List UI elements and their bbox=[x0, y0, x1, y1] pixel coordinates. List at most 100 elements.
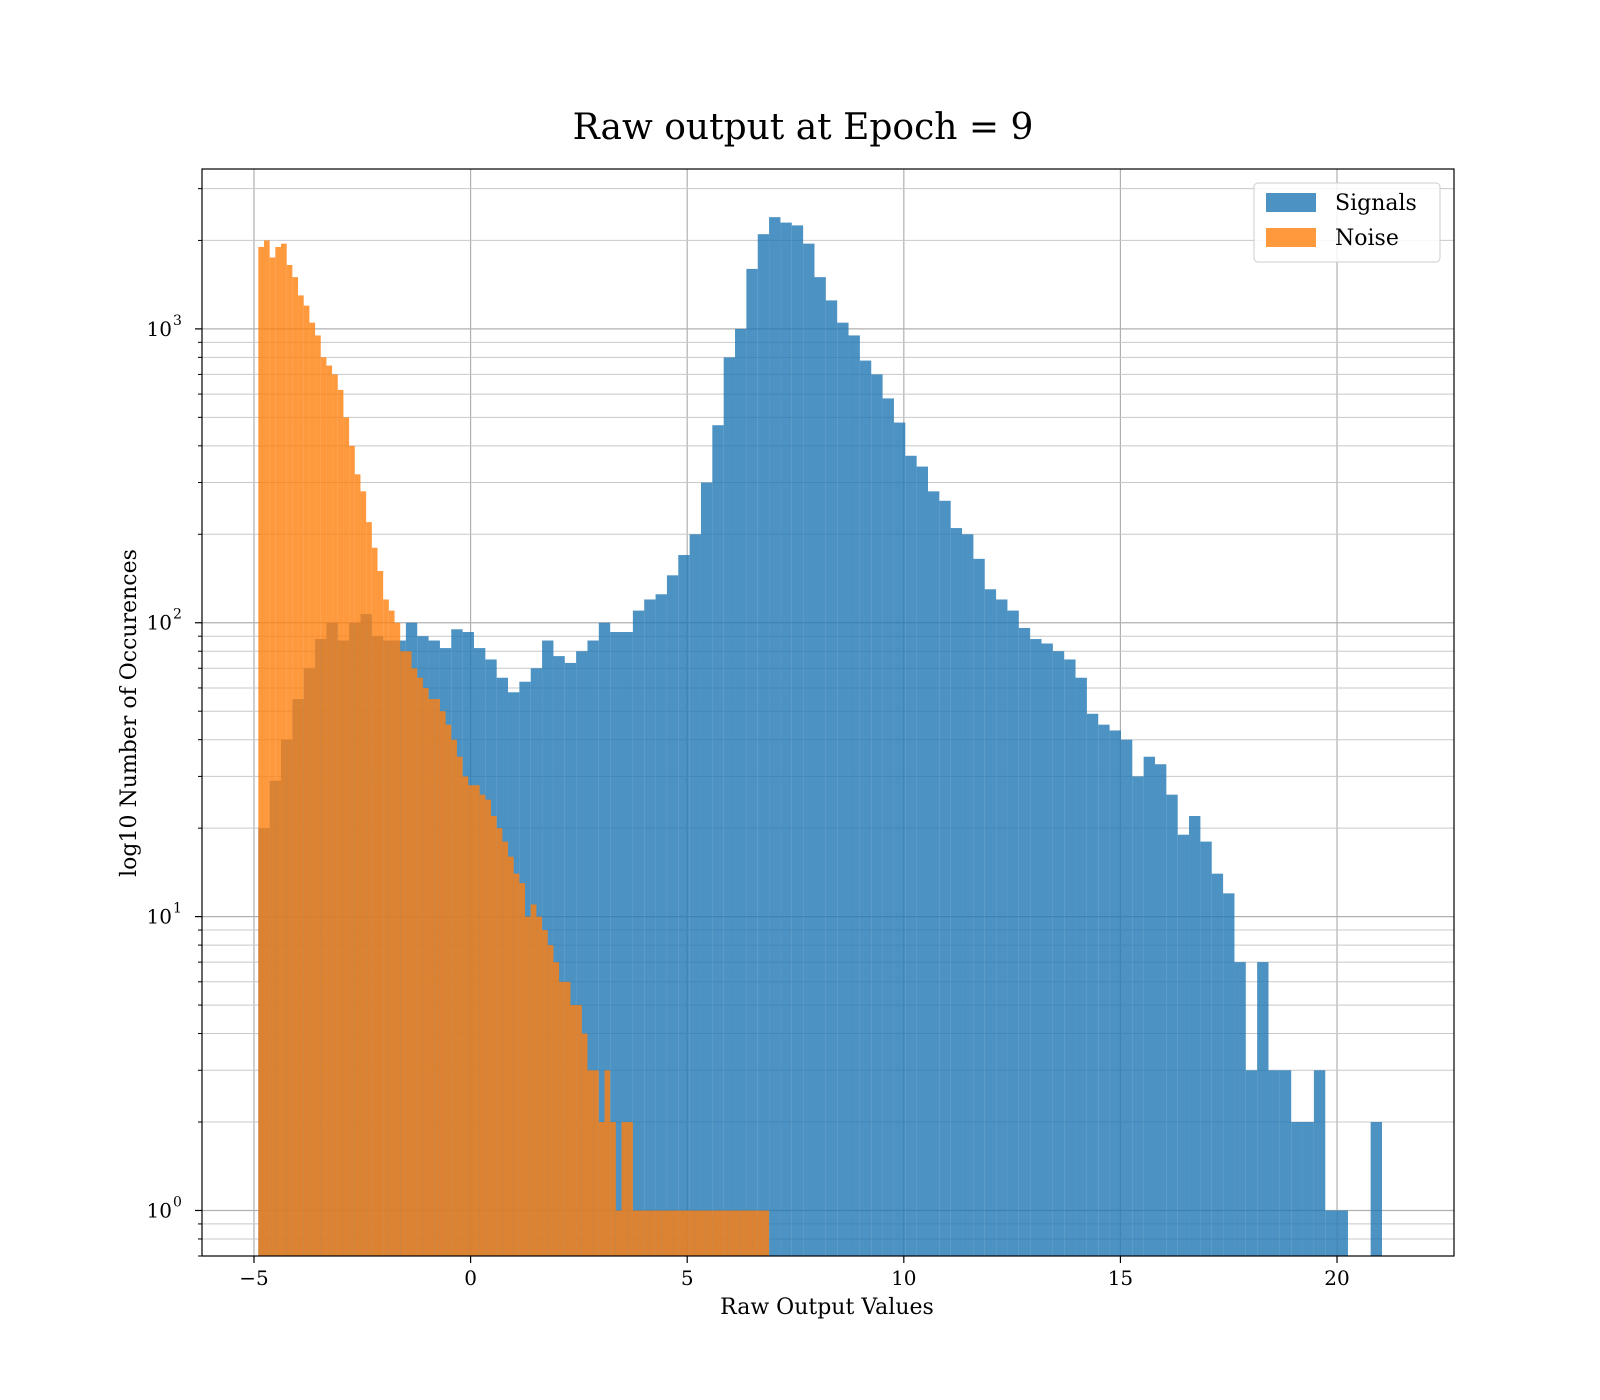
bar-signals-76 bbox=[1120, 739, 1133, 1256]
bar-noise-19 bbox=[366, 522, 372, 1256]
chart-title: Raw output at Epoch = 9 bbox=[573, 107, 1034, 148]
bar-noise-34 bbox=[451, 739, 457, 1256]
x-tick-label-4: 15 bbox=[1108, 1266, 1133, 1290]
bar-signals-89 bbox=[1268, 1070, 1280, 1256]
bar-signals-68 bbox=[1030, 639, 1042, 1256]
bar-signals-49 bbox=[814, 277, 826, 1256]
bar-signals-47 bbox=[791, 225, 804, 1256]
bar-signals-33 bbox=[632, 610, 645, 1256]
bar-noise-77 bbox=[695, 1210, 701, 1256]
bar-signals-40 bbox=[712, 425, 724, 1256]
bar-noise-57 bbox=[581, 1033, 588, 1256]
bar-noise-5 bbox=[286, 264, 293, 1257]
bar-signals-84 bbox=[1211, 873, 1224, 1256]
bar-signals-58 bbox=[916, 466, 928, 1257]
bar-signals-53 bbox=[859, 360, 872, 1257]
bar-signals-34 bbox=[644, 599, 656, 1256]
bar-noise-49 bbox=[536, 916, 543, 1256]
bar-signals-72 bbox=[1075, 677, 1087, 1256]
bar-noise-63 bbox=[615, 1210, 622, 1256]
bar-signals-50 bbox=[825, 300, 838, 1256]
histogram-bars bbox=[258, 217, 1382, 1257]
bar-noise-0 bbox=[258, 246, 264, 1256]
x-tick-label-2: 5 bbox=[681, 1266, 694, 1290]
bar-noise-23 bbox=[388, 610, 395, 1256]
y-tick-label-2: 10 bbox=[147, 611, 172, 635]
bar-signals-74 bbox=[1098, 724, 1110, 1256]
bar-noise-54 bbox=[564, 981, 571, 1256]
bar-noise-51 bbox=[547, 945, 554, 1256]
bar-noise-83 bbox=[729, 1210, 736, 1256]
y-tick-label-1: 10 bbox=[147, 905, 172, 929]
bar-noise-35 bbox=[456, 756, 463, 1256]
bar-noise-71 bbox=[661, 1210, 667, 1256]
bar-signals-94 bbox=[1325, 1210, 1337, 1256]
bar-noise-21 bbox=[377, 571, 384, 1256]
plot-area bbox=[201, 168, 1455, 1257]
bar-signals-29 bbox=[587, 640, 599, 1256]
bar-noise-53 bbox=[559, 981, 565, 1256]
bar-noise-82 bbox=[723, 1210, 730, 1256]
bar-noise-67 bbox=[638, 1210, 645, 1256]
bar-noise-75 bbox=[683, 1210, 690, 1256]
y-axis-label: log10 Number of Occurences bbox=[117, 549, 142, 877]
bar-noise-62 bbox=[610, 1122, 616, 1256]
bar-noise-85 bbox=[740, 1210, 747, 1256]
bar-signals-67 bbox=[1018, 627, 1031, 1256]
bar-noise-4 bbox=[281, 243, 287, 1257]
bar-signals-80 bbox=[1166, 794, 1178, 1256]
bar-noise-40 bbox=[485, 799, 491, 1256]
bar-noise-29 bbox=[422, 687, 429, 1256]
bar-signals-46 bbox=[780, 222, 792, 1257]
bar-signals-64 bbox=[984, 589, 997, 1256]
bar-signals-93 bbox=[1313, 1070, 1326, 1256]
bar-noise-50 bbox=[542, 930, 548, 1256]
bar-noise-33 bbox=[445, 724, 452, 1256]
bar-signals-57 bbox=[905, 455, 917, 1256]
bar-signals-90 bbox=[1279, 1070, 1292, 1256]
bar-noise-72 bbox=[666, 1210, 673, 1256]
bar-signals-44 bbox=[757, 234, 770, 1256]
bar-noise-37 bbox=[468, 785, 474, 1256]
bar-noise-76 bbox=[689, 1210, 696, 1256]
bar-signals-91 bbox=[1291, 1122, 1303, 1256]
y-tick-label-3: 10 bbox=[147, 317, 172, 341]
bar-noise-28 bbox=[417, 677, 423, 1256]
bar-signals-28 bbox=[576, 651, 588, 1256]
bar-noise-80 bbox=[712, 1210, 719, 1256]
x-tick-label-3: 10 bbox=[891, 1266, 916, 1290]
bar-noise-6 bbox=[292, 277, 299, 1256]
legend-label-noise: Noise bbox=[1335, 226, 1399, 251]
bar-noise-74 bbox=[678, 1210, 684, 1256]
bar-signals-55 bbox=[882, 398, 894, 1256]
bar-noise-88 bbox=[757, 1210, 764, 1256]
bar-signals-70 bbox=[1052, 651, 1065, 1256]
bar-signals-39 bbox=[700, 482, 713, 1256]
bar-noise-3 bbox=[275, 246, 282, 1256]
legend: Signals Noise bbox=[1253, 182, 1441, 263]
bar-signals-78 bbox=[1143, 756, 1155, 1256]
y-tick-label-0: 10 bbox=[147, 1198, 172, 1222]
bar-signals-27 bbox=[564, 662, 577, 1256]
bar-noise-32 bbox=[439, 711, 446, 1256]
bar-signals-52 bbox=[848, 335, 860, 1256]
bar-signals-36 bbox=[666, 575, 679, 1256]
y-tick-exponent-0: 0 bbox=[173, 1194, 182, 1210]
bar-signals-37 bbox=[678, 555, 690, 1256]
bar-signals-31 bbox=[610, 632, 622, 1256]
bar-signals-98 bbox=[1370, 1122, 1382, 1256]
bar-signals-88 bbox=[1257, 962, 1269, 1256]
bar-signals-48 bbox=[803, 243, 815, 1257]
bar-signals-45 bbox=[769, 217, 781, 1257]
y-tick-exponent-1: 1 bbox=[173, 901, 182, 917]
bar-noise-25 bbox=[400, 651, 406, 1256]
bar-signals-85 bbox=[1223, 893, 1235, 1256]
bar-signals-56 bbox=[893, 422, 906, 1256]
bar-noise-66 bbox=[632, 1210, 639, 1256]
x-tick-label-0: −5 bbox=[239, 1266, 268, 1290]
legend-swatch-noise bbox=[1266, 228, 1316, 247]
bar-noise-24 bbox=[394, 622, 401, 1256]
bar-signals-66 bbox=[1007, 610, 1019, 1256]
bar-signals-69 bbox=[1041, 643, 1053, 1256]
